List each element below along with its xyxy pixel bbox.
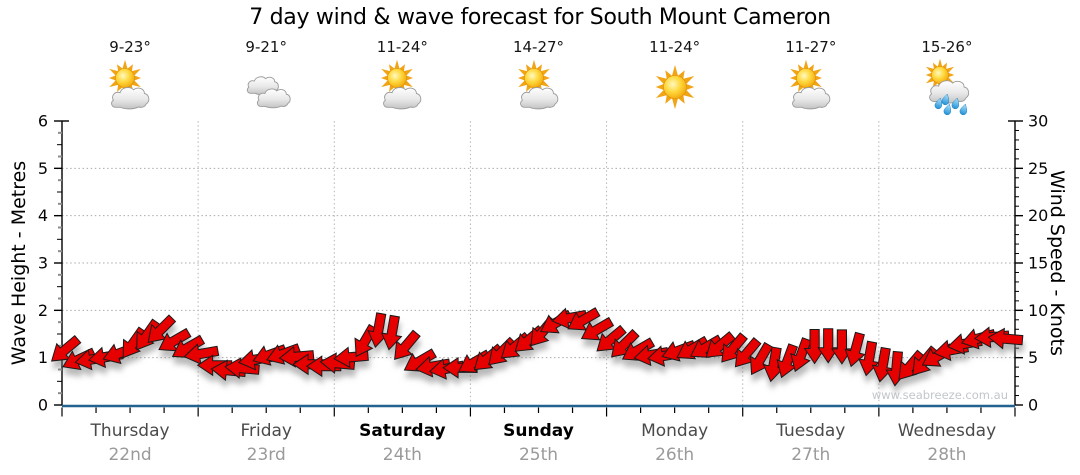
svg-text:4: 4 (38, 206, 48, 225)
wind-arrow (790, 337, 812, 373)
temp-range: 11-27° (785, 38, 837, 56)
wind-arrows (50, 307, 1024, 387)
temp-range: 11-24° (376, 38, 428, 56)
svg-text:6: 6 (38, 112, 48, 131)
svg-text:10: 10 (1028, 301, 1048, 320)
wind-arrow (776, 343, 799, 379)
gridlines (62, 121, 1015, 405)
wind-arrow (147, 314, 177, 343)
wind-arrow (580, 316, 615, 341)
day-header-saturday: 11-24° (334, 38, 470, 119)
wind-arrow (394, 329, 421, 361)
weather-icon-partly-cloudy (374, 59, 430, 119)
day-label-tuesday: Tuesday 27th (743, 421, 879, 465)
temp-range: 14-27° (512, 38, 565, 56)
axes (54, 120, 1023, 417)
weather-icon-sunny (647, 59, 703, 119)
svg-text:0: 0 (1028, 396, 1038, 415)
wind-arrow (844, 331, 866, 368)
day-label-monday: Monday 26th (607, 421, 743, 465)
svg-text:5: 5 (1028, 348, 1038, 367)
wind-arrow (183, 343, 220, 365)
day-name: Monday (641, 421, 709, 441)
wind-arrow (705, 331, 736, 358)
day-date: 25th (518, 445, 559, 465)
day-date: 23rd (246, 445, 286, 465)
wind-arrow (817, 328, 840, 364)
day-header-monday: 11-24° (607, 38, 743, 119)
day-label-saturday: Saturday 24th (334, 421, 470, 465)
weather-icon-partly-cloudy (511, 59, 567, 119)
weather-icon-showers (919, 58, 975, 119)
day-name: Thursday (90, 421, 170, 441)
tick-labels: 0 1 2 3 4 5 6 0 5 10 15 20 25 30 (38, 112, 1049, 415)
svg-text:30: 30 (1028, 112, 1048, 131)
chart-title: 7 day wind & wave forecast for South Mou… (249, 5, 831, 30)
temp-range: 15-26° (921, 38, 973, 56)
day-label-sunday: Sunday 25th (471, 421, 607, 465)
day-name: Friday (240, 421, 292, 441)
wind-arrow (596, 324, 627, 352)
weather-icon-cloudy (238, 59, 294, 119)
weather-icon-partly-cloudy (102, 59, 158, 119)
wind-arrow (567, 307, 601, 331)
wind-arrow (278, 345, 315, 368)
wind-arrow (224, 357, 260, 379)
weather-icon-partly-cloudy (783, 59, 839, 119)
day-name: Saturday (359, 421, 446, 441)
temp-range: 9-23° (109, 38, 151, 56)
wind-arrow (987, 327, 1024, 350)
day-date: 22nd (108, 445, 152, 465)
day-header-wednesday: 15-26° (879, 38, 1015, 119)
day-header-sunday: 14-27° (471, 38, 607, 119)
wind-arrow (196, 354, 233, 377)
temp-range: 11-24° (649, 38, 701, 56)
day-label-friday: Friday 23rd (198, 421, 334, 465)
day-date: 27th (791, 445, 831, 465)
wind-arrow (721, 332, 748, 363)
wind-arrow (689, 334, 724, 358)
wind-arrow (871, 346, 894, 383)
day-header-thursday: 9-23° (62, 38, 198, 119)
day-name: Tuesday (776, 421, 846, 441)
svg-text:2: 2 (38, 301, 48, 320)
wind-arrow (734, 337, 762, 368)
wind-arrow (551, 307, 588, 330)
day-name: Sunday (503, 421, 574, 441)
day-label-thursday: Thursday 22nd (62, 421, 198, 465)
day-date: 28th (927, 445, 967, 465)
wind-arrow (158, 327, 192, 352)
day-date: 26th (655, 445, 695, 465)
temp-range: 9-21° (245, 38, 287, 56)
watermark: www.seabreeze.com.au (872, 388, 1008, 402)
svg-text:5: 5 (38, 159, 48, 178)
svg-text:15: 15 (1028, 254, 1048, 273)
day-header-tuesday: 11-27° (743, 38, 879, 119)
svg-text:20: 20 (1028, 206, 1048, 225)
svg-text:25: 25 (1028, 159, 1048, 178)
day-header-friday: 9-21° (198, 38, 334, 119)
wind-arrow (611, 328, 640, 358)
svg-text:3: 3 (38, 254, 48, 273)
svg-text:1: 1 (38, 348, 48, 367)
day-name: Wednesday (897, 421, 997, 441)
day-label-wednesday: Wednesday 28th (879, 421, 1015, 465)
day-date: 24th (382, 445, 422, 465)
wind-arrow (50, 334, 82, 362)
svg-text:0: 0 (38, 396, 48, 415)
